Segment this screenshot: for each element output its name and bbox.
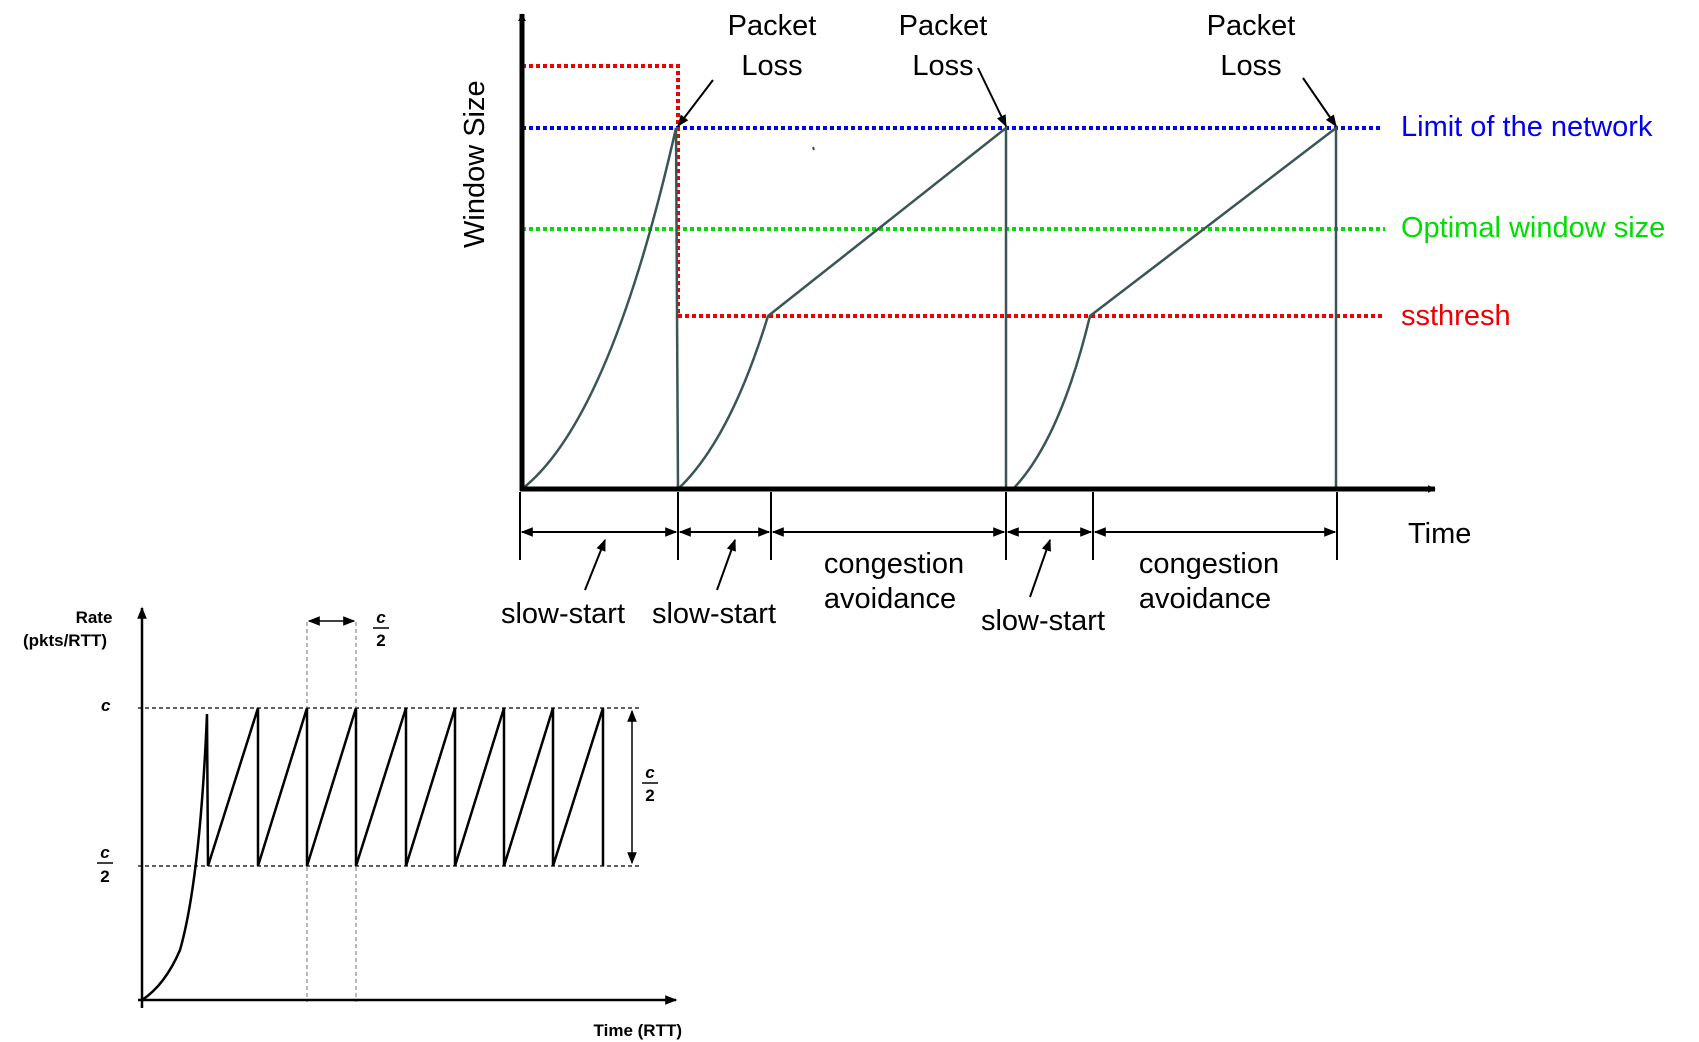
ss1-pointer (584, 538, 606, 591)
svg-text:2: 2 (376, 631, 385, 650)
packet-loss-1-line2: Loss (741, 50, 802, 82)
packet-loss-2-line1: Packet (899, 10, 988, 42)
rate-y-label-line2: (pkts/RTT) (23, 631, 107, 650)
ssthresh-line (522, 64, 1385, 318)
phase-ss1-label: slow-start (501, 598, 625, 630)
packet-loss-1-line1: Packet (728, 10, 817, 42)
svg-text:2: 2 (645, 786, 654, 805)
optimal-label: Optimal window size (1401, 212, 1665, 244)
half-c-tick-label: c 2 (97, 843, 113, 886)
rate-y-label-line1: Rate (76, 608, 113, 627)
svg-text:2: 2 (100, 867, 109, 886)
y-axis-label: Window Size (459, 80, 491, 248)
rate-chart: Rate (pkts/RTT) Time (RTT) c c 2 c 2 c 2 (23, 606, 682, 1040)
ss2-pointer (716, 538, 736, 591)
svg-text:c: c (645, 763, 655, 782)
period-label: c 2 (373, 608, 389, 650)
stray-mark (812, 146, 815, 151)
phase-ss3-label: slow-start (981, 605, 1105, 637)
ss3-pointer (1029, 538, 1051, 598)
x-axis-label: Time (1408, 518, 1471, 550)
phase-ca1-line1: congestion (824, 548, 964, 580)
packet-loss-1-arrow (677, 79, 714, 127)
ssthresh-label: ssthresh (1401, 300, 1511, 332)
packet-loss-3-line2: Loss (1220, 50, 1281, 82)
rate-sawtooth (141, 707, 605, 1002)
limit-label: Limit of the network (1401, 111, 1653, 143)
packet-loss-3-arrow (1302, 77, 1337, 127)
rate-x-label: Time (RTT) (594, 1021, 682, 1040)
c-tick-label: c (101, 696, 111, 715)
svg-text:c: c (376, 608, 386, 627)
phase-ss2-label: slow-start (652, 598, 776, 630)
phase-ca2-line1: congestion (1139, 548, 1279, 580)
phase-ticks (519, 492, 1338, 560)
amplitude-label: c 2 (642, 763, 658, 805)
phase-ca2-line2: avoidance (1139, 583, 1271, 615)
window-size-curve (521, 125, 1338, 492)
packet-loss-2-line2: Loss (912, 50, 973, 82)
packet-loss-2-arrow (977, 67, 1007, 128)
window-size-chart: Window Size Time Packet Loss Packet Loss… (459, 10, 1665, 637)
svg-text:c: c (100, 843, 110, 862)
phase-ca1-line2: avoidance (824, 583, 956, 615)
packet-loss-3-line1: Packet (1207, 10, 1296, 42)
